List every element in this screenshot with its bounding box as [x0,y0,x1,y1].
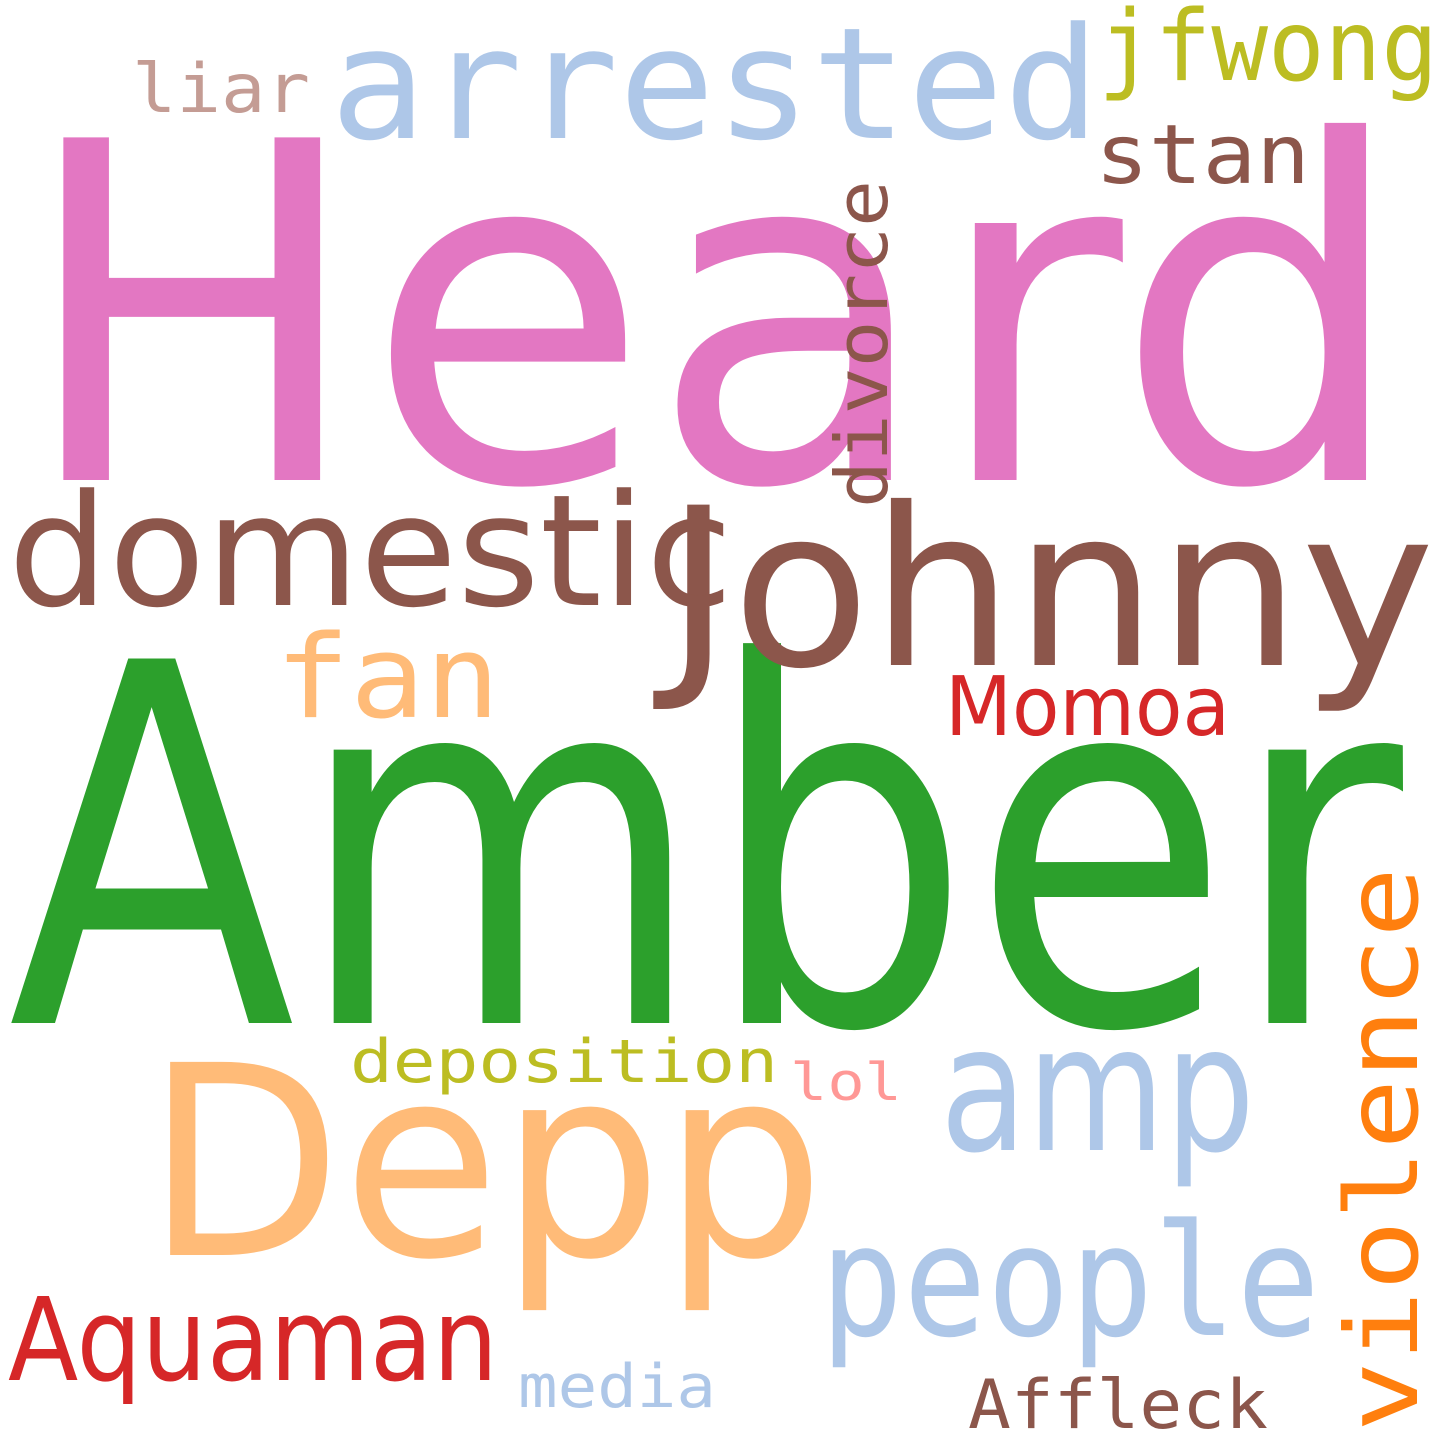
word-domestic: domestic [8,461,733,642]
word-heard: Heard [18,44,1408,591]
word-amp: amp [940,989,1255,1192]
word-liar: liar [132,50,310,129]
word-stan: stan [1095,108,1310,203]
word-deposition: deposition [350,1027,778,1097]
word-arrested: arrested [330,0,1100,175]
word-fan: fan [275,611,500,745]
word-media: media [518,1352,716,1422]
word-lol: lol [790,1053,902,1113]
word-depp: Depp [145,1010,825,1318]
word-momoa: Momoa [945,660,1230,755]
word-violence: violence [1324,867,1440,1432]
word-amber: Amber [8,559,1408,1141]
word-people: people [820,1191,1320,1372]
word-affleck: Affleck [968,1366,1268,1440]
word-divorce: divorce [820,180,904,508]
word-aquaman: Aquaman [8,1274,498,1408]
word-jfwong: jfwong [1098,0,1438,104]
word-johnny: Johnny [653,461,1435,717]
